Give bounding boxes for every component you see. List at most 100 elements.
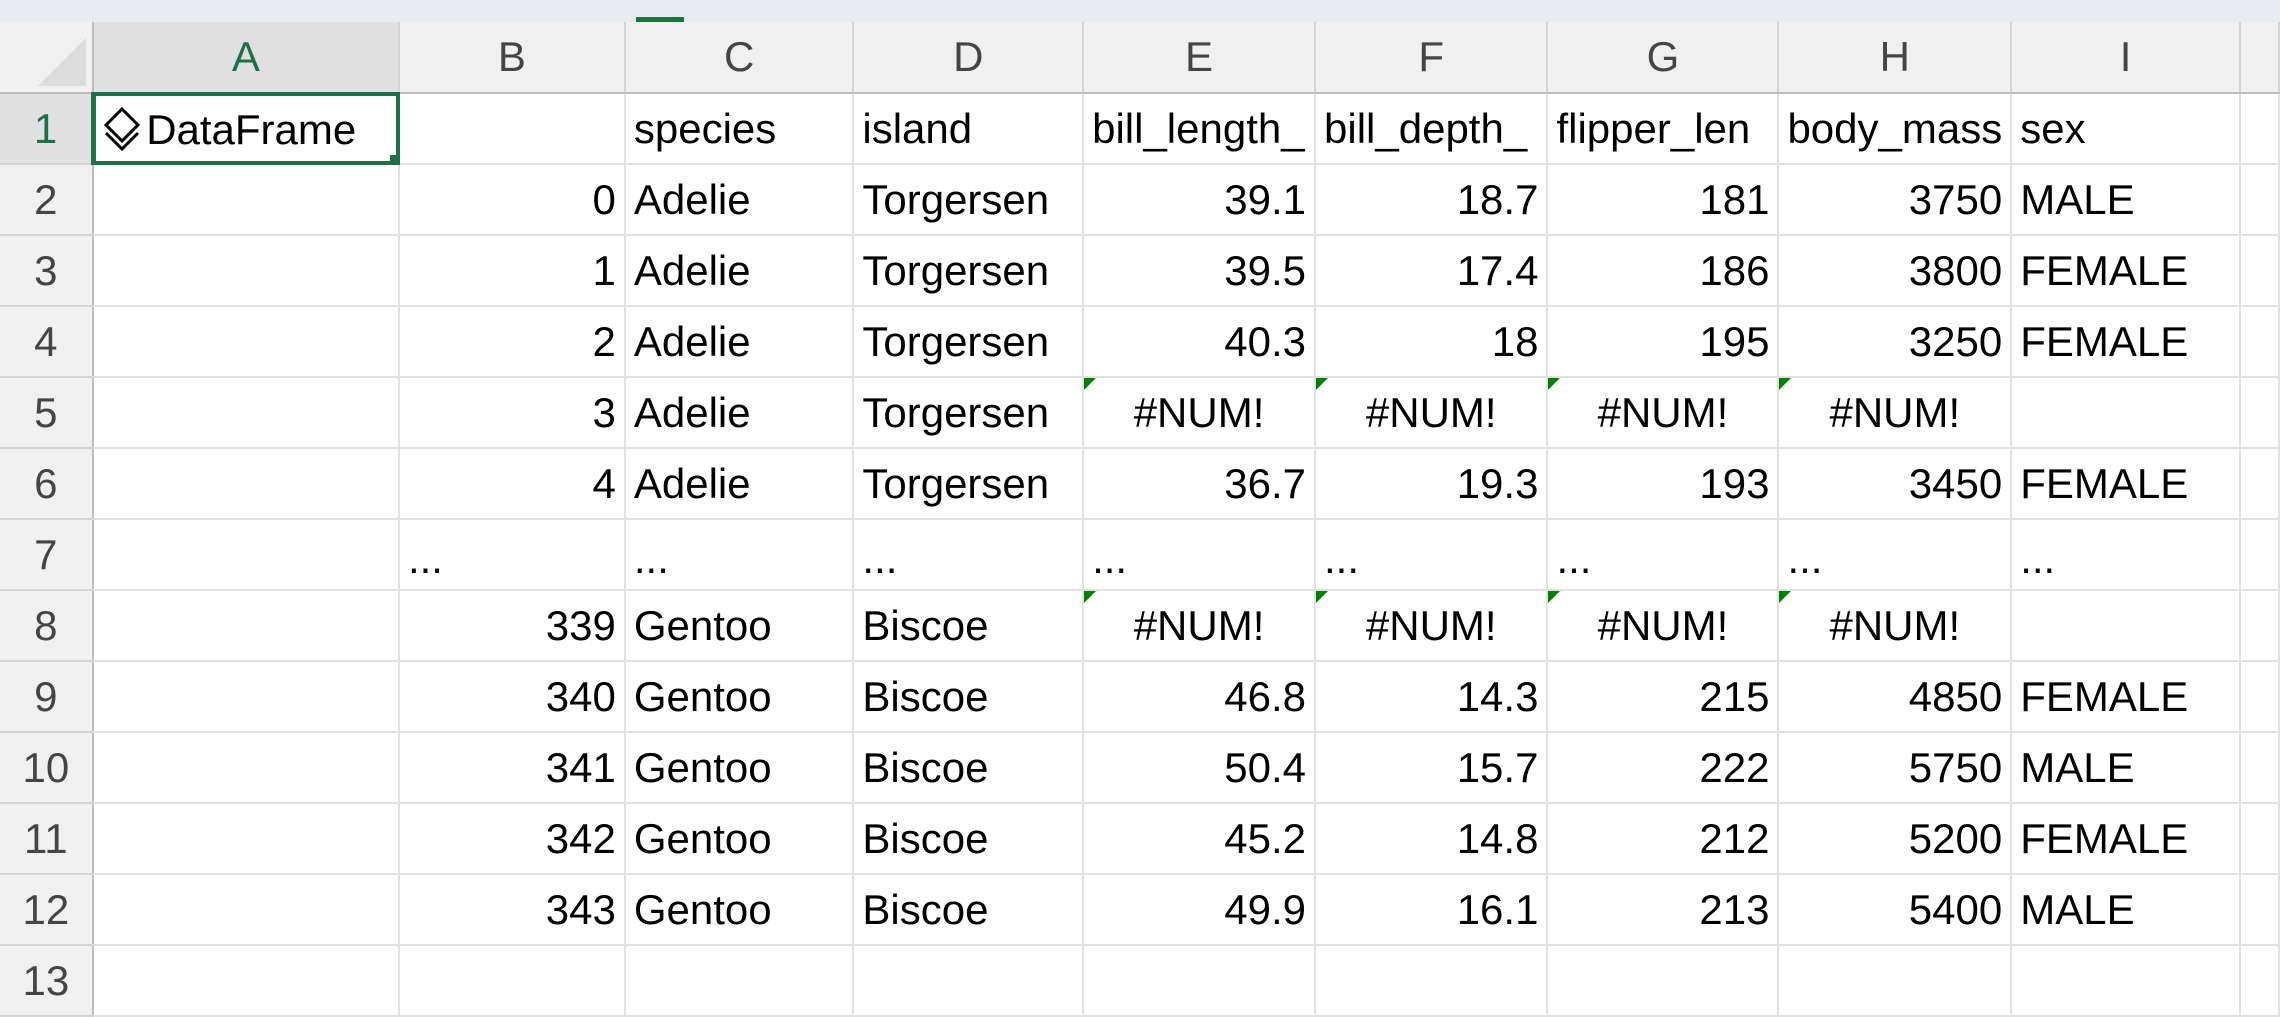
cell-idx[interactable]: 340 (398, 661, 626, 733)
column-header-h[interactable]: H (1778, 22, 2013, 94)
cell-idx[interactable]: 342 (398, 803, 626, 875)
cell-bill-depth[interactable]: 18 (1315, 306, 1549, 378)
cell-flipper[interactable]: #NUM! (1547, 590, 1780, 662)
cell-sex[interactable] (2011, 377, 2242, 449)
cell-island[interactable]: Torgersen (853, 448, 1085, 520)
cell-mass[interactable]: 4850 (1778, 661, 2013, 733)
cell[interactable]: bill_depth_ (1315, 93, 1549, 165)
cell-species[interactable]: Gentoo (624, 661, 855, 733)
cell-mass[interactable]: 5400 (1778, 874, 2013, 946)
cell[interactable] (92, 519, 400, 591)
cell-a1-dataframe[interactable]: DataFrame (91, 92, 400, 165)
row-header[interactable]: 3 (0, 235, 94, 307)
cell-bill-length[interactable]: 36.7 (1083, 448, 1317, 520)
cell-mass[interactable]: ... (1778, 519, 2013, 591)
cell[interactable] (2240, 306, 2280, 378)
column-header-d[interactable]: D (853, 22, 1085, 94)
cell-idx[interactable]: 4 (398, 448, 626, 520)
cell-flipper[interactable]: #NUM! (1547, 377, 1780, 449)
row-header[interactable]: 11 (0, 803, 94, 875)
cell-bill-depth[interactable]: 19.3 (1315, 448, 1549, 520)
cell[interactable] (92, 235, 400, 307)
cell-species[interactable]: ... (624, 519, 855, 591)
cell-bill-depth[interactable]: 18.7 (1315, 164, 1549, 236)
cell-bill-length[interactable]: 50.4 (1083, 732, 1317, 804)
column-header-f[interactable]: F (1315, 22, 1549, 94)
cell[interactable] (624, 945, 855, 1017)
cell-species[interactable]: Adelie (624, 164, 855, 236)
cell-species[interactable]: Gentoo (624, 803, 855, 875)
cell-flipper[interactable]: 213 (1547, 874, 1780, 946)
cell[interactable] (398, 93, 626, 165)
cell-mass[interactable]: #NUM! (1778, 590, 2013, 662)
cell-flipper[interactable]: 195 (1547, 306, 1780, 378)
cell-bill-length[interactable]: 45.2 (1083, 803, 1317, 875)
cell-bill-depth[interactable]: 14.3 (1315, 661, 1549, 733)
cell-bill-depth[interactable]: 15.7 (1315, 732, 1549, 804)
cell-species[interactable]: Gentoo (624, 732, 855, 804)
cell[interactable]: flipper_len (1547, 93, 1780, 165)
cell[interactable] (92, 732, 400, 804)
cell[interactable] (92, 306, 400, 378)
cell[interactable] (92, 164, 400, 236)
cell-mass[interactable]: 3750 (1778, 164, 2013, 236)
cell-bill-depth[interactable]: ... (1315, 519, 1549, 591)
cell[interactable] (2011, 945, 2242, 1017)
cell[interactable] (92, 661, 400, 733)
cell-mass[interactable]: 3250 (1778, 306, 2013, 378)
cell-sex[interactable]: FEMALE (2011, 235, 2242, 307)
cell[interactable] (853, 945, 1085, 1017)
cell-island[interactable]: Biscoe (853, 874, 1085, 946)
cell-island[interactable]: Biscoe (853, 661, 1085, 733)
column-header-c[interactable]: C (624, 22, 855, 94)
cell[interactable] (1083, 945, 1317, 1017)
cell-bill-length[interactable]: 39.5 (1083, 235, 1317, 307)
cell[interactable] (2240, 519, 2280, 591)
cell-idx[interactable]: 1 (398, 235, 626, 307)
column-header-i[interactable]: I (2011, 22, 2242, 94)
cell[interactable] (92, 590, 400, 662)
cell-bill-depth[interactable]: #NUM! (1315, 377, 1549, 449)
cell-species[interactable]: Gentoo (624, 874, 855, 946)
cell-species[interactable]: Adelie (624, 448, 855, 520)
cell-sex[interactable]: FEMALE (2011, 661, 2242, 733)
cell-island[interactable]: Torgersen (853, 235, 1085, 307)
cell-bill-depth[interactable]: 16.1 (1315, 874, 1549, 946)
cell-flipper[interactable]: 186 (1547, 235, 1780, 307)
cell-flipper[interactable]: 212 (1547, 803, 1780, 875)
cell-mass[interactable]: 5750 (1778, 732, 2013, 804)
cell-flipper[interactable]: 193 (1547, 448, 1780, 520)
column-header-b[interactable]: B (398, 22, 626, 94)
row-header[interactable]: 4 (0, 306, 94, 378)
cell-island[interactable]: Torgersen (853, 377, 1085, 449)
cell-mass[interactable]: 5200 (1778, 803, 2013, 875)
cell[interactable] (92, 803, 400, 875)
column-header-j[interactable] (2240, 22, 2280, 94)
cell-bill-depth[interactable]: 14.8 (1315, 803, 1549, 875)
cell[interactable] (2240, 448, 2280, 520)
fill-handle[interactable] (389, 155, 397, 162)
row-header[interactable]: 5 (0, 377, 94, 449)
column-header-g[interactable]: G (1547, 22, 1780, 94)
cell[interactable] (2240, 164, 2280, 236)
cell[interactable] (2240, 235, 2280, 307)
cell-island[interactable]: Torgersen (853, 164, 1085, 236)
cell-species[interactable]: Adelie (624, 235, 855, 307)
cell-flipper[interactable]: 222 (1547, 732, 1780, 804)
cell[interactable] (398, 945, 626, 1017)
cell-sex[interactable]: FEMALE (2011, 803, 2242, 875)
cell-flipper[interactable]: 215 (1547, 661, 1780, 733)
cell[interactable] (2240, 874, 2280, 946)
row-header[interactable]: 10 (0, 732, 94, 804)
cell[interactable] (2240, 661, 2280, 733)
cell-bill-length[interactable]: #NUM! (1083, 377, 1317, 449)
row-header[interactable]: 2 (0, 164, 94, 236)
cell-flipper[interactable]: 181 (1547, 164, 1780, 236)
row-header[interactable]: 12 (0, 874, 94, 946)
cell-island[interactable]: Biscoe (853, 803, 1085, 875)
cell-bill-length[interactable]: 46.8 (1083, 661, 1317, 733)
cell[interactable] (2240, 93, 2280, 165)
cell[interactable] (1547, 945, 1780, 1017)
row-header[interactable]: 8 (0, 590, 94, 662)
cell-island[interactable]: Biscoe (853, 590, 1085, 662)
